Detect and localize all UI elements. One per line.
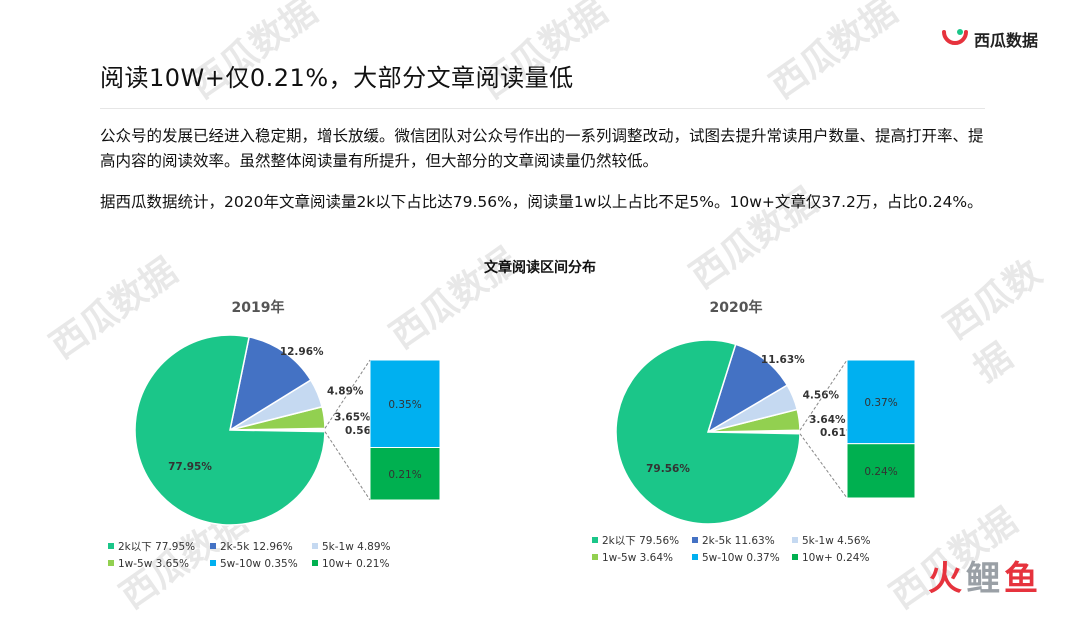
bar-data-label: 0.21% — [388, 469, 421, 481]
chart-title: 2019年 — [232, 299, 285, 316]
bar-segment — [369, 447, 441, 501]
legend-swatch — [108, 543, 114, 549]
pie-slice — [228, 336, 312, 432]
legend-item: 5k-1w 4.89% — [322, 541, 391, 553]
legend-swatch — [312, 543, 318, 549]
pie-data-label: 77.95% — [168, 461, 212, 473]
pie-data-label: 12.96% — [280, 346, 324, 358]
watermelon-icon — [941, 29, 968, 45]
legend-swatch — [792, 537, 798, 543]
reading-distribution-chart: 文章阅读区间分布2019年0.56%3.65%4.89%12.96%77.95%… — [108, 259, 916, 570]
legend-item: 5w-10w 0.37% — [702, 552, 780, 564]
legend-item: 10w+ 0.21% — [322, 558, 389, 570]
legend-swatch — [592, 537, 598, 543]
legend-item: 2k-5k 12.96% — [220, 541, 293, 553]
footer-logo: 火鲤鱼 — [928, 551, 1042, 600]
chart-title: 2020年 — [710, 299, 763, 316]
bar-data-label: 0.24% — [864, 466, 897, 478]
legend-swatch — [210, 560, 216, 566]
legend-item: 1w-5w 3.64% — [602, 552, 673, 564]
pie-slice — [134, 334, 326, 526]
bar-data-label: 0.35% — [388, 399, 421, 411]
intro-paragraph: 公众号的发展已经进入稳定期，增长放缓。微信团队对公众号作出的一系列调整改动，试图… — [100, 127, 984, 170]
legend-item: 2k以下 77.95% — [118, 541, 195, 553]
legend-swatch — [692, 537, 698, 543]
legend-item: 5w-10w 0.35% — [220, 558, 298, 570]
legend-swatch — [312, 560, 318, 566]
pie-data-label: 3.65% — [334, 412, 371, 424]
legend-swatch — [592, 554, 598, 560]
watermark: 西瓜数据 — [763, 0, 905, 107]
connector-line — [324, 359, 371, 429]
chart-main-title: 文章阅读区间分布 — [484, 259, 596, 276]
legend-swatch — [692, 554, 698, 560]
pie-data-label: 79.56% — [646, 463, 690, 475]
pie-slice — [615, 339, 801, 525]
legend-swatch — [108, 560, 114, 566]
legend-item: 2k-5k 11.63% — [702, 535, 775, 547]
legend-item: 5k-1w 4.56% — [802, 535, 871, 547]
legend-item: 2k以下 79.56% — [602, 535, 679, 547]
legend-item: 10w+ 0.24% — [802, 552, 869, 564]
brand-logo: 西瓜数据 — [941, 27, 1038, 51]
connector-line — [324, 431, 371, 501]
footer-logo-text: 火鲤鱼 — [928, 559, 1042, 599]
connector-line — [799, 433, 848, 499]
pie-data-label: 3.64% — [809, 414, 846, 426]
bar-segment — [369, 359, 441, 448]
pie-data-label: 4.56% — [803, 390, 840, 402]
brand-name: 西瓜数据 — [973, 31, 1038, 50]
page-title: 阅读10W+仅0.21%，大部分文章阅读量低 — [100, 64, 574, 92]
legend-item: 1w-5w 3.65% — [118, 558, 189, 570]
bar-segment — [846, 359, 916, 445]
title-divider — [100, 108, 985, 109]
bar-segment — [846, 443, 916, 499]
stats-paragraph: 据西瓜数据统计，2020年文章阅读量2k以下占比达79.56%，阅读量1w以上占… — [100, 193, 983, 211]
bar-data-label: 0.37% — [864, 397, 897, 409]
legend-swatch — [792, 554, 798, 560]
pie-data-label: 4.89% — [327, 386, 364, 398]
legend-swatch — [210, 543, 216, 549]
pie-data-label: 11.63% — [761, 354, 805, 366]
pie-slice — [706, 343, 789, 434]
connector-line — [799, 359, 848, 431]
